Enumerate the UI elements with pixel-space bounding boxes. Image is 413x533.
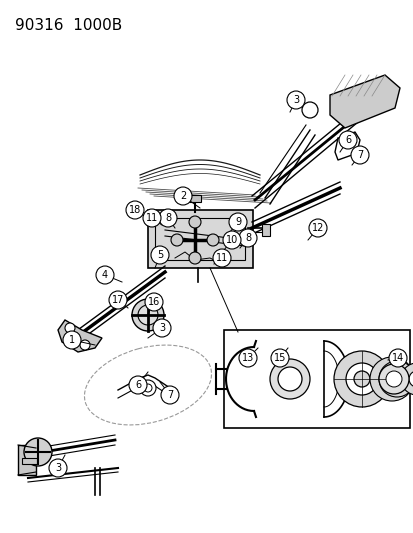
Circle shape (408, 371, 413, 387)
Circle shape (63, 331, 81, 349)
Circle shape (138, 305, 158, 325)
Circle shape (189, 252, 201, 264)
Circle shape (24, 438, 52, 466)
Circle shape (96, 266, 114, 284)
Bar (261, 224, 269, 236)
Circle shape (223, 231, 240, 249)
Circle shape (126, 201, 144, 219)
Circle shape (308, 219, 326, 237)
Circle shape (333, 351, 389, 407)
Text: 11: 11 (145, 213, 158, 223)
Circle shape (109, 291, 127, 309)
Text: 2: 2 (179, 191, 186, 201)
Text: 12: 12 (311, 223, 323, 233)
Circle shape (132, 299, 164, 331)
Text: 11: 11 (215, 253, 228, 263)
Text: 1: 1 (69, 335, 75, 345)
Circle shape (171, 234, 183, 246)
Circle shape (80, 340, 90, 350)
Text: 14: 14 (391, 353, 403, 363)
Circle shape (206, 234, 218, 246)
Text: 3: 3 (55, 463, 61, 473)
Text: 7: 7 (166, 390, 173, 400)
Circle shape (159, 209, 177, 227)
Circle shape (350, 146, 368, 164)
Circle shape (301, 102, 317, 118)
Circle shape (161, 386, 178, 404)
Bar (189, 195, 201, 202)
Circle shape (173, 187, 192, 205)
Circle shape (228, 213, 247, 231)
Circle shape (212, 249, 230, 267)
Circle shape (380, 368, 402, 390)
Circle shape (129, 376, 147, 394)
Circle shape (153, 319, 171, 337)
Circle shape (387, 370, 405, 388)
Circle shape (65, 323, 75, 333)
Text: 15: 15 (273, 353, 285, 363)
Circle shape (189, 216, 201, 228)
Circle shape (378, 364, 408, 394)
Text: 90316  1000B: 90316 1000B (15, 18, 122, 33)
Circle shape (369, 357, 413, 401)
Text: 6: 6 (344, 135, 350, 145)
Text: 4: 4 (102, 270, 108, 280)
Text: 10: 10 (225, 235, 237, 245)
Text: 16: 16 (147, 297, 160, 307)
Text: 17: 17 (112, 295, 124, 305)
Bar (154, 218, 244, 260)
Text: 7: 7 (356, 150, 362, 160)
Circle shape (388, 349, 406, 367)
Text: 18: 18 (128, 205, 141, 215)
Circle shape (238, 349, 256, 367)
Text: 5: 5 (157, 250, 163, 260)
Circle shape (277, 367, 301, 391)
Circle shape (269, 359, 309, 399)
Text: 3: 3 (159, 323, 165, 333)
Circle shape (49, 459, 67, 477)
FancyBboxPatch shape (147, 210, 252, 268)
Circle shape (286, 91, 304, 109)
Text: 8: 8 (244, 233, 250, 243)
Circle shape (353, 371, 369, 387)
Circle shape (145, 293, 163, 311)
Circle shape (238, 229, 256, 247)
Bar (223, 330, 409, 428)
Circle shape (338, 131, 356, 149)
Polygon shape (329, 75, 399, 128)
Circle shape (142, 209, 161, 227)
Text: 8: 8 (164, 213, 171, 223)
Circle shape (345, 363, 377, 395)
Circle shape (378, 361, 413, 397)
Bar (18, 445, 36, 475)
Polygon shape (58, 320, 102, 352)
Text: 13: 13 (241, 353, 254, 363)
Bar (22, 458, 37, 464)
Circle shape (400, 363, 413, 395)
Circle shape (271, 349, 288, 367)
Circle shape (151, 246, 169, 264)
Circle shape (140, 380, 156, 396)
Circle shape (385, 371, 401, 387)
Text: 6: 6 (135, 380, 141, 390)
Text: 9: 9 (234, 217, 240, 227)
Text: 3: 3 (292, 95, 298, 105)
